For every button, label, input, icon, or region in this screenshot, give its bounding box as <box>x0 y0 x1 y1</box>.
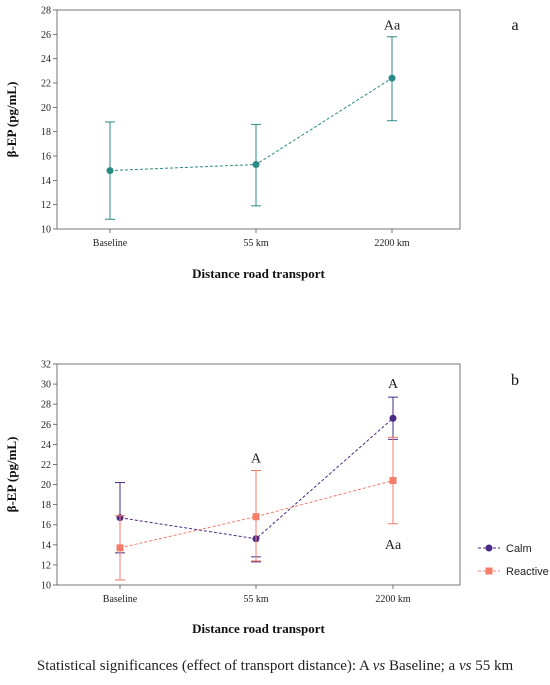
panel-a-x-tick-label-0: Baseline <box>93 238 128 249</box>
panel-b-calm-point-2 <box>389 414 397 422</box>
panel-b-y-tick-label-26: 26 <box>41 420 51 431</box>
panel-b-y-tick-label-24: 24 <box>41 440 51 451</box>
panel-b-reactive-line <box>119 480 394 549</box>
panel-a-series-point-2 <box>388 74 396 82</box>
footnote-vs-2: vs <box>458 658 472 674</box>
panel-a-y-tick-label-26: 26 <box>41 30 51 41</box>
panel-b-plot-frame <box>56 363 461 586</box>
legend-reactive-marker <box>485 567 493 575</box>
panel-a-x-axis-title: Distance road transport <box>192 266 325 281</box>
panel-a-y-tick-label-28: 28 <box>41 6 51 17</box>
panel-b-reactive-point-2 <box>389 477 397 485</box>
panel-b-x-tick-label-1: 55 km <box>243 594 269 605</box>
legend-reactive-label: Reactive <box>506 566 549 578</box>
panel-b-y-tick-label-10: 10 <box>41 581 51 592</box>
legend-calm-label: Calm <box>506 543 532 555</box>
panel-a-y-tick-label-14: 14 <box>41 176 51 187</box>
panel-b-annotation-0: A <box>251 451 262 466</box>
panel-a-y-tick-label-24: 24 <box>41 54 51 65</box>
footnote: Statistical significances (effect of tra… <box>0 658 550 675</box>
panel-b-y-tick-label-32: 32 <box>41 360 51 371</box>
panel-b-y-tick-label-16: 16 <box>41 520 51 531</box>
panel-a-y-tick-label-16: 16 <box>41 152 51 163</box>
footnote-middle: Baseline; a <box>385 658 459 674</box>
panel-b-y-tick-label-22: 22 <box>41 460 51 471</box>
panel-b-x-axis-title: Distance road transport <box>192 621 325 636</box>
panel-b-x-tick-label-2: 2200 km <box>375 594 411 605</box>
panel-a: 10 12 14 16 18 20 22 24 26 28 Baseline 55 km 2200 km… <box>4 6 519 282</box>
panel-a-x-tick-label-2: 2200 km <box>374 238 410 249</box>
panel-a-y-tick-label-20: 20 <box>41 103 51 114</box>
panel-a-y-tick-label-18: 18 <box>41 127 51 138</box>
chart-figure: 10 12 14 16 18 20 22 24 26 28 Baseline 55 km 2200 km… <box>4 6 549 637</box>
panel-a-plot-frame <box>56 9 461 230</box>
panel-b-annotation-2: Aa <box>385 538 402 553</box>
panel-a-y-tick-label-22: 22 <box>41 79 51 90</box>
panel-b-y-axis-title: β-EP (pg/mL) <box>4 437 19 513</box>
panel-b-y-tick-label-18: 18 <box>41 500 51 511</box>
panel-b-reactive-point-0 <box>116 544 124 552</box>
panel-a-series-point-1 <box>252 161 260 169</box>
panel-a-y-tick-label-10: 10 <box>41 225 51 236</box>
panel-b-annotation-1: A <box>388 377 399 392</box>
panel-b-y-tick-label-20: 20 <box>41 480 51 491</box>
panel-b: 10 12 14 16 18 20 22 24 26 28 30 32 Baseline 55 km 220… <box>4 360 549 637</box>
panel-b-y-tick-label-14: 14 <box>41 540 51 551</box>
panel-a-letter: a <box>511 17 518 34</box>
footnote-vs-1: vs <box>372 658 386 674</box>
panel-a-x-tick-label-1: 55 km <box>243 238 269 249</box>
footnote-prefix: Statistical significances (effect of tra… <box>36 658 373 674</box>
legend-calm-marker <box>485 544 493 552</box>
panel-b-y-tick-label-30: 30 <box>41 380 51 391</box>
panel-b-reactive-point-1 <box>252 513 260 521</box>
panel-a-annotation-0: Aa <box>384 19 401 34</box>
panel-b-y-tick-label-12: 12 <box>41 560 51 571</box>
panel-a-y-axis-title: β-EP (pg/mL) <box>4 82 19 158</box>
panel-b-y-tick-label-28: 28 <box>41 400 51 411</box>
panel-b-x-tick-label-0: Baseline <box>103 594 138 605</box>
footnote-suffix: 55 km <box>471 658 514 674</box>
panel-b-letter: b <box>511 372 519 389</box>
panel-a-y-tick-label-12: 12 <box>41 200 51 211</box>
panel-a-series-point-0 <box>106 167 114 175</box>
